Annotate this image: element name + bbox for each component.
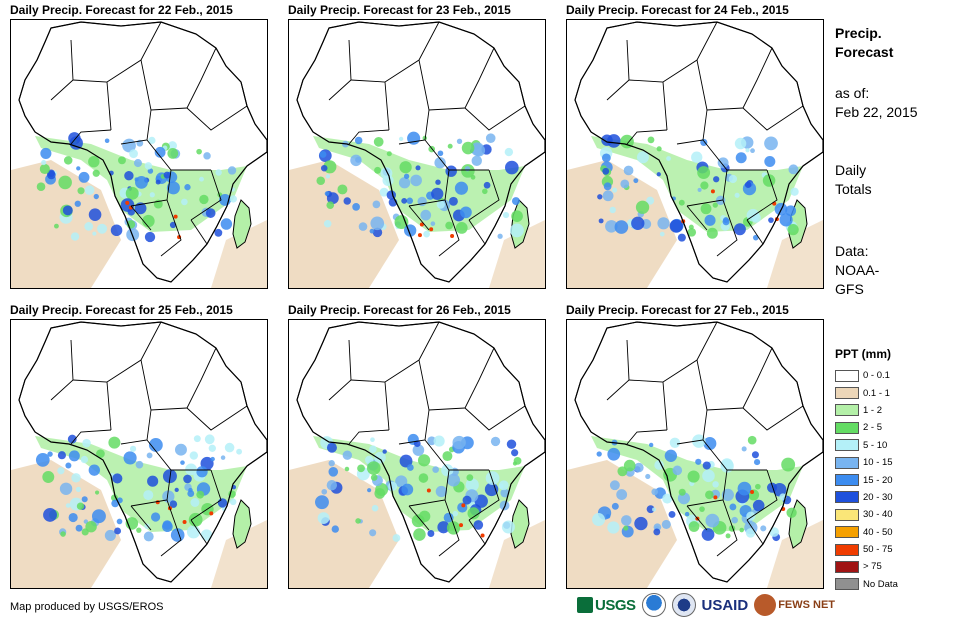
asof-block: as of: Feb 22, 2015 [835, 84, 955, 122]
legend-item: 30 - 40 [835, 506, 955, 523]
legend-label: No Data [863, 578, 898, 590]
usgs-logo-text: USGS [595, 596, 636, 614]
data-line1: Data: [835, 243, 869, 259]
legend-rows: 0 - 0.1 0.1 - 1 1 - 2 2 - 5 5 - 10 10 - 15 15 … [835, 367, 955, 593]
legend-label: 30 - 40 [863, 509, 893, 521]
legend-label: 50 - 75 [863, 544, 893, 556]
totals-line2: Totals [835, 181, 872, 197]
legend-label: 5 - 10 [863, 439, 888, 451]
panel-title: Daily Precip. Forecast for 23 Feb., 2015 [288, 3, 511, 17]
legend-item: 2 - 5 [835, 419, 955, 436]
usgs-logo: USGS [577, 597, 636, 614]
fews-globe-icon [754, 594, 777, 616]
usaid-logo: USAID [702, 597, 749, 614]
fews-logo-text: FEWS NET [778, 599, 836, 611]
legend-label: 40 - 50 [863, 526, 893, 538]
legend-swatch [835, 578, 859, 591]
legend-swatch [835, 508, 859, 521]
data-line3: GFS [835, 281, 864, 297]
legend-label: 15 - 20 [863, 474, 893, 486]
legend-item: 5 - 10 [835, 437, 955, 454]
legend-swatch [835, 387, 859, 400]
legend-item: 0.1 - 1 [835, 384, 955, 401]
fews-net-logo: FEWS NET [754, 594, 835, 616]
legend-swatch [835, 369, 859, 382]
legend-title: PPT (mm) [835, 347, 892, 361]
legend-swatch [835, 404, 859, 417]
legend-label: 20 - 30 [863, 491, 893, 503]
sidebar-title-line2: Forecast [835, 44, 894, 60]
data-line2: NOAA- [835, 262, 880, 278]
legend-swatch [835, 543, 859, 556]
legend-swatch [835, 456, 859, 469]
panel-title: Daily Precip. Forecast for 25 Feb., 2015 [10, 303, 233, 317]
precip-map [566, 319, 824, 589]
totals-block: Daily Totals [835, 161, 955, 199]
legend-item: 20 - 30 [835, 489, 955, 506]
legend-item: 10 - 15 [835, 454, 955, 471]
legend-item: 50 - 75 [835, 541, 955, 558]
precip-map [566, 19, 824, 289]
state-dept-seal-icon [671, 593, 696, 617]
sidebar-title-line1: Precip. [835, 25, 882, 41]
legend-label: 0 - 0.1 [863, 370, 890, 382]
legend-item: No Data [835, 576, 955, 593]
legend-item: 1 - 2 [835, 402, 955, 419]
asof-label: as of: [835, 85, 870, 101]
sidebar-title: Precip. Forecast [835, 24, 955, 62]
map-credit: Map produced by USGS/EROS [10, 601, 164, 613]
legend-label: 2 - 5 [863, 422, 883, 434]
legend-item: > 75 [835, 558, 955, 575]
precip-map [10, 19, 268, 289]
panel-title: Daily Precip. Forecast for 27 Feb., 2015 [566, 303, 789, 317]
noaa-seal-icon [641, 593, 666, 617]
data-source-block: Data: NOAA- GFS [835, 242, 955, 299]
usgs-mark-icon [577, 597, 593, 613]
panel-title: Daily Precip. Forecast for 26 Feb., 2015 [288, 303, 511, 317]
legend-swatch [835, 474, 859, 487]
panel-title: Daily Precip. Forecast for 22 Feb., 2015 [10, 3, 233, 17]
legend-item: 0 - 0.1 [835, 367, 955, 384]
legend-label: > 75 [863, 561, 882, 573]
precip-map [288, 319, 546, 589]
legend-swatch [835, 560, 859, 573]
asof-date: Feb 22, 2015 [835, 104, 918, 120]
legend-swatch [835, 439, 859, 452]
precip-map [288, 19, 546, 289]
legend-item: 15 - 20 [835, 471, 955, 488]
logo-strip: USGS USAID FEWS NET [577, 593, 835, 617]
legend-label: 10 - 15 [863, 457, 893, 469]
legend-swatch [835, 526, 859, 539]
totals-line1: Daily [835, 162, 867, 178]
precip-map [10, 319, 268, 589]
panel-title: Daily Precip. Forecast for 24 Feb., 2015 [566, 3, 789, 17]
legend-label: 1 - 2 [863, 404, 883, 416]
legend-item: 40 - 50 [835, 524, 955, 541]
usaid-logo-text: USAID [701, 596, 749, 614]
legend-swatch [835, 491, 859, 504]
legend-swatch [835, 421, 859, 434]
legend-label: 0.1 - 1 [863, 387, 890, 399]
ppt-legend: PPT (mm) 0 - 0.1 0.1 - 1 1 - 2 2 - 5 5 - 10 1… [835, 347, 955, 593]
